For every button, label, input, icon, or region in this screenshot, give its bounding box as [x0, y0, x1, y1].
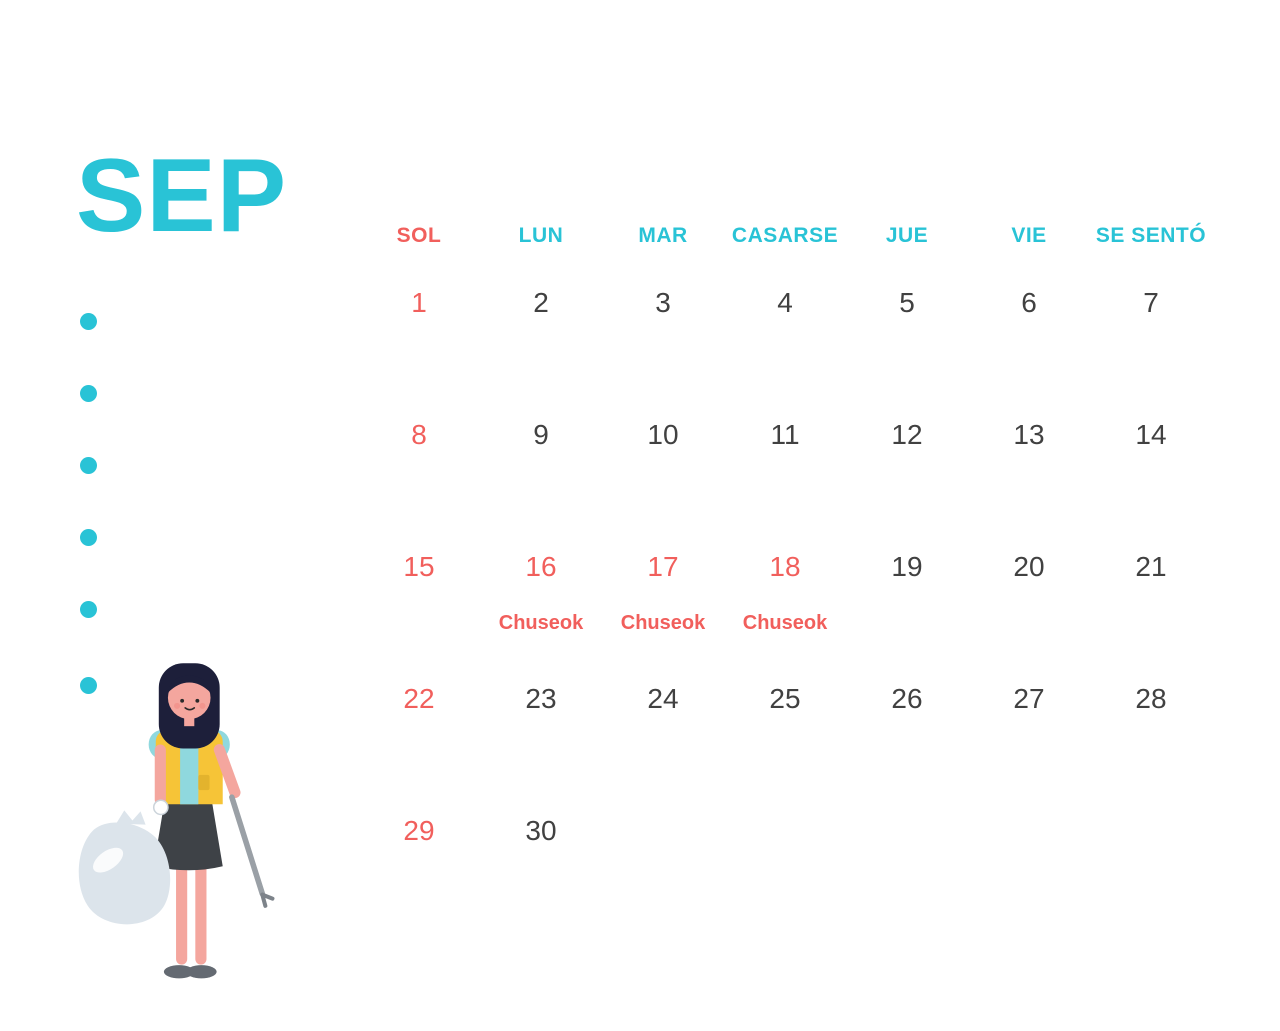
day-number: 15	[403, 551, 435, 582]
day-cell	[968, 788, 1090, 920]
day-number: 29	[403, 815, 435, 846]
day-cell: 11	[724, 392, 846, 524]
day-number: 10	[647, 419, 679, 450]
day-event: Chuseok	[498, 611, 584, 634]
day-cell: 22	[358, 656, 480, 788]
day-number: 1	[411, 287, 427, 318]
day-number: 25	[769, 683, 801, 714]
decorative-dot	[80, 529, 97, 546]
day-cell: 10	[602, 392, 724, 524]
day-cell: 14	[1090, 392, 1212, 524]
week-row: 22 23 24 25 26 27 28	[358, 656, 1212, 788]
day-cell: 24	[602, 656, 724, 788]
day-number: 17	[647, 551, 679, 582]
day-number: 18	[769, 551, 801, 582]
day-event: Chuseok	[620, 611, 706, 634]
day-number: 16	[525, 551, 557, 582]
day-cell: 15	[358, 524, 480, 656]
day-number: 2	[533, 287, 549, 318]
day-cell: 5	[846, 260, 968, 392]
weekday-header: SOL	[396, 224, 442, 247]
day-number: 20	[1013, 551, 1045, 582]
day-cell: 12	[846, 392, 968, 524]
decorative-dot	[80, 601, 97, 618]
decorative-dot	[80, 313, 97, 330]
day-cell: 26	[846, 656, 968, 788]
day-cell: 18 Chuseok	[724, 524, 846, 656]
day-cell: 25	[724, 656, 846, 788]
decorative-dot	[80, 457, 97, 474]
week-row: 8 9 10 11 12 13 14	[358, 392, 1212, 524]
weekday-header-row: SOL LUN MAR CASARSE JUE VIE SE SENTÓ	[358, 212, 1212, 260]
day-cell: 21	[1090, 524, 1212, 656]
day-number: 26	[891, 683, 923, 714]
weekday-header: VIE	[1011, 224, 1047, 247]
volunteer-illustration	[78, 663, 275, 979]
day-cell	[724, 788, 846, 920]
day-number: 9	[533, 419, 549, 450]
day-cell: 8	[358, 392, 480, 524]
day-number: 3	[655, 287, 671, 318]
day-cell: 17 Chuseok	[602, 524, 724, 656]
day-cell: 16 Chuseok	[480, 524, 602, 656]
day-number: 11	[770, 419, 800, 450]
day-cell	[602, 788, 724, 920]
day-cell: 13	[968, 392, 1090, 524]
day-number: 14	[1135, 419, 1167, 450]
day-number: 21	[1135, 551, 1167, 582]
day-number: 23	[525, 683, 557, 714]
day-cell: 2	[480, 260, 602, 392]
calendar-grid: SOL LUN MAR CASARSE JUE VIE SE SENTÓ 1 2…	[358, 212, 1212, 920]
day-cell: 6	[968, 260, 1090, 392]
day-cell: 9	[480, 392, 602, 524]
week-row: 29 30	[358, 788, 1212, 920]
day-cell: 27	[968, 656, 1090, 788]
decorative-dot	[80, 677, 97, 694]
day-cell: 20	[968, 524, 1090, 656]
day-number: 24	[647, 683, 679, 714]
day-cell: 28	[1090, 656, 1212, 788]
day-number: 27	[1013, 683, 1045, 714]
day-cell	[1090, 788, 1212, 920]
weekday-header: SE SENTÓ	[1095, 224, 1207, 247]
weekday-header: LUN	[518, 224, 564, 247]
day-number: 12	[891, 419, 923, 450]
day-cell: 29	[358, 788, 480, 920]
day-cell: 4	[724, 260, 846, 392]
day-number: 28	[1135, 683, 1167, 714]
day-cell: 7	[1090, 260, 1212, 392]
weekday-header: MAR	[638, 224, 688, 247]
day-number: 30	[525, 815, 557, 846]
day-cell: 3	[602, 260, 724, 392]
decorative-dot	[80, 385, 97, 402]
day-number: 4	[777, 287, 793, 318]
day-cell: 1	[358, 260, 480, 392]
week-row: 15 16 Chuseok 17 Chuseok 18 Chuseok 19 20 2…	[358, 524, 1212, 656]
week-row: 1 2 3 4 5 6 7	[358, 260, 1212, 392]
day-cell: 23	[480, 656, 602, 788]
weekday-header: CASARSE	[731, 224, 839, 247]
day-number: 22	[403, 683, 435, 714]
day-number: 5	[899, 287, 915, 318]
day-event: Chuseok	[742, 611, 828, 634]
month-title: SEP	[76, 138, 288, 254]
day-number: 7	[1143, 287, 1159, 318]
day-number: 19	[891, 551, 923, 582]
day-cell: 30	[480, 788, 602, 920]
day-number: 8	[411, 419, 427, 450]
weekday-header: JUE	[885, 224, 929, 247]
day-number: 6	[1021, 287, 1037, 318]
day-cell	[846, 788, 968, 920]
day-cell: 19	[846, 524, 968, 656]
day-number: 13	[1013, 419, 1045, 450]
